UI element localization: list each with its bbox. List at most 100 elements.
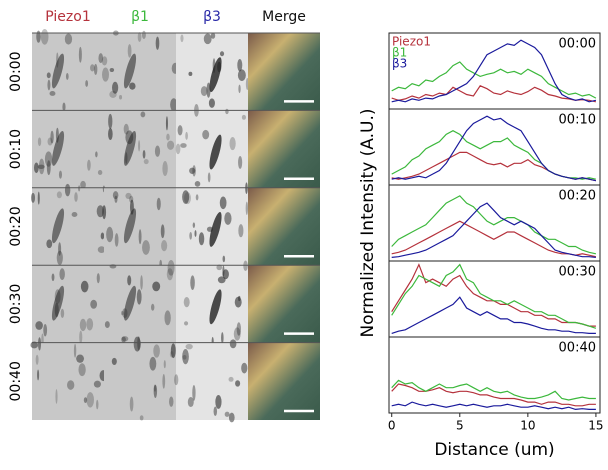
speck bbox=[169, 396, 174, 407]
series-line bbox=[391, 220, 597, 258]
channel-image bbox=[32, 187, 104, 266]
speck bbox=[43, 323, 48, 337]
speck bbox=[138, 229, 142, 245]
speck bbox=[222, 265, 225, 277]
speck bbox=[139, 415, 144, 421]
speck bbox=[150, 303, 155, 311]
speck bbox=[133, 336, 141, 352]
speck bbox=[238, 224, 244, 238]
speck bbox=[219, 196, 227, 210]
speck bbox=[44, 151, 53, 167]
speck bbox=[153, 344, 160, 358]
speck bbox=[96, 399, 99, 410]
speck bbox=[86, 392, 95, 408]
speck bbox=[97, 246, 106, 253]
speck bbox=[100, 232, 105, 240]
speck bbox=[194, 230, 197, 237]
speck bbox=[95, 151, 98, 158]
speck bbox=[36, 30, 41, 43]
speck bbox=[90, 64, 95, 72]
speck bbox=[112, 191, 119, 200]
speck bbox=[78, 363, 86, 377]
speck bbox=[198, 232, 205, 246]
speck bbox=[154, 145, 161, 157]
series-line bbox=[391, 115, 597, 182]
speck bbox=[80, 180, 86, 189]
speck bbox=[217, 276, 226, 284]
speck bbox=[200, 86, 208, 97]
row-label: 00:40 bbox=[8, 361, 24, 401]
speck bbox=[37, 164, 45, 169]
channel-image bbox=[32, 33, 104, 111]
merge-image bbox=[248, 342, 320, 420]
speck bbox=[228, 376, 234, 382]
series-line bbox=[391, 39, 597, 103]
speck bbox=[114, 195, 118, 203]
legend-entry: β3 bbox=[392, 57, 407, 71]
speck bbox=[121, 310, 124, 316]
speck bbox=[78, 46, 82, 63]
speck bbox=[210, 32, 216, 39]
speck bbox=[114, 233, 119, 247]
speck bbox=[104, 321, 110, 328]
speck bbox=[137, 336, 141, 351]
speck bbox=[165, 116, 168, 131]
channel-image bbox=[32, 342, 104, 420]
speck bbox=[58, 242, 62, 256]
adhesion bbox=[209, 57, 222, 93]
adhesion bbox=[51, 130, 65, 166]
speck bbox=[140, 111, 146, 118]
speck bbox=[65, 72, 69, 80]
adhesion bbox=[51, 53, 65, 89]
speck bbox=[108, 113, 113, 129]
legend-entry: β1 bbox=[392, 46, 407, 60]
chart-title: 00:40 bbox=[559, 341, 596, 356]
speck bbox=[167, 259, 175, 276]
series-line bbox=[391, 379, 596, 401]
speck bbox=[215, 394, 222, 409]
speck bbox=[234, 296, 242, 308]
speck bbox=[33, 162, 39, 174]
speck bbox=[221, 332, 224, 344]
speck bbox=[64, 183, 71, 197]
speck bbox=[153, 384, 158, 398]
row-label: 00:00 bbox=[8, 52, 24, 92]
speck bbox=[71, 211, 78, 218]
speck bbox=[46, 72, 51, 79]
speck bbox=[74, 192, 78, 202]
speck bbox=[229, 136, 236, 151]
column-label: β1 bbox=[131, 9, 149, 25]
channel-image bbox=[32, 265, 104, 343]
speck bbox=[86, 318, 94, 331]
speck bbox=[188, 71, 193, 76]
speck bbox=[49, 91, 56, 96]
speck bbox=[101, 56, 108, 66]
speck bbox=[62, 102, 66, 112]
speck bbox=[37, 369, 40, 381]
x-tick-label: 10 bbox=[520, 419, 535, 433]
speck bbox=[155, 36, 160, 50]
channel-image bbox=[176, 110, 248, 188]
speck bbox=[37, 191, 40, 205]
merge-image bbox=[248, 265, 320, 343]
merge-image bbox=[248, 33, 320, 111]
speck bbox=[182, 190, 190, 204]
speck bbox=[35, 321, 43, 330]
speck bbox=[208, 98, 215, 108]
speck bbox=[96, 205, 104, 218]
x-axis-label: Distance (um) bbox=[434, 440, 554, 460]
channel-image bbox=[176, 33, 248, 111]
speck bbox=[60, 308, 65, 319]
speck bbox=[64, 33, 73, 45]
speck bbox=[108, 128, 113, 141]
speck bbox=[125, 192, 132, 199]
speck bbox=[162, 373, 166, 389]
speck bbox=[183, 296, 190, 308]
series-line bbox=[391, 85, 597, 103]
speck bbox=[78, 185, 81, 192]
y-axis-label: Normalized Intensity (A.U.) bbox=[358, 108, 378, 337]
speck bbox=[163, 360, 166, 369]
channel-image bbox=[32, 110, 104, 188]
speck bbox=[216, 264, 223, 271]
speck bbox=[137, 32, 142, 42]
